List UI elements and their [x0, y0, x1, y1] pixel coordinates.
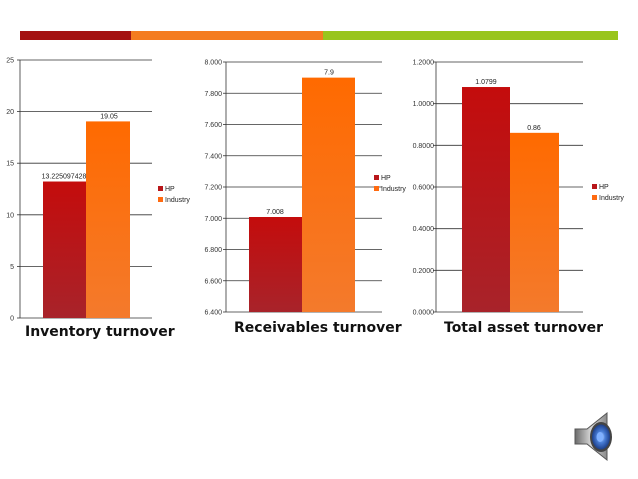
top-bar-segment-red: [20, 31, 131, 40]
caption-receivables-turnover: Receivables turnover: [234, 320, 402, 336]
y-tick-label: 0.2000: [413, 268, 435, 275]
y-tick-label: 7.400: [204, 153, 222, 160]
y-tick-label: 7.800: [204, 91, 222, 98]
legend-label: HP: [381, 175, 391, 182]
y-tick-label: 0.8000: [413, 143, 435, 150]
caption-total-asset-turnover: Total asset turnover: [444, 320, 603, 336]
bar-hp: [462, 87, 510, 312]
y-tick-label: 6.400: [204, 310, 222, 317]
data-label: 13.225097428: [42, 174, 87, 181]
speaker-audio-icon[interactable]: [571, 409, 621, 464]
y-tick-label: 7.200: [204, 185, 222, 192]
y-tick-label: 20: [6, 109, 14, 116]
data-label: 1.0799: [475, 79, 497, 86]
y-tick-label: 10: [6, 212, 14, 219]
caption-inventory-turnover: Inventory turnover: [25, 324, 175, 340]
y-tick-label: 6.600: [204, 278, 222, 285]
legend-label: HP: [165, 186, 175, 193]
legend-swatch: [158, 197, 163, 202]
y-tick-label: 1.0000: [413, 101, 435, 108]
legend-label: Industry: [381, 186, 406, 193]
y-tick-label: 0.4000: [413, 226, 435, 233]
y-tick-label: 7.000: [204, 216, 222, 223]
y-tick-label: 5: [10, 264, 14, 271]
y-tick-label: 8.000: [204, 60, 222, 67]
data-label: 7.9: [324, 70, 334, 77]
legend-swatch: [158, 186, 163, 191]
bar-hp: [249, 217, 302, 312]
data-label: 19.05: [100, 113, 118, 120]
legend-swatch: [374, 175, 379, 180]
legend-swatch: [592, 184, 597, 189]
top-color-bar: [20, 31, 618, 40]
y-tick-label: 1.2000: [413, 60, 435, 67]
bar-industry: [86, 121, 130, 319]
y-tick-label: 0.6000: [413, 185, 435, 192]
top-bar-segment-orange: [131, 31, 323, 40]
data-label: 0.86: [527, 125, 541, 132]
y-tick-label: 0.0000: [413, 310, 435, 317]
bar-industry: [510, 132, 559, 312]
bar-hp: [43, 181, 86, 318]
legend-label: HP: [599, 184, 609, 191]
y-tick-label: 15: [6, 161, 14, 168]
y-tick-label: 7.600: [204, 122, 222, 129]
data-label: 7.008: [266, 209, 284, 216]
legend-label: Industry: [599, 195, 624, 202]
y-tick-label: 25: [6, 58, 14, 65]
top-bar-segment-green: [323, 31, 618, 40]
bar-industry: [302, 77, 355, 312]
legend-label: Industry: [165, 197, 190, 204]
y-tick-label: 6.800: [204, 247, 222, 254]
y-tick-label: 0: [10, 316, 14, 323]
legend-swatch: [592, 195, 597, 200]
legend-swatch: [374, 186, 379, 191]
